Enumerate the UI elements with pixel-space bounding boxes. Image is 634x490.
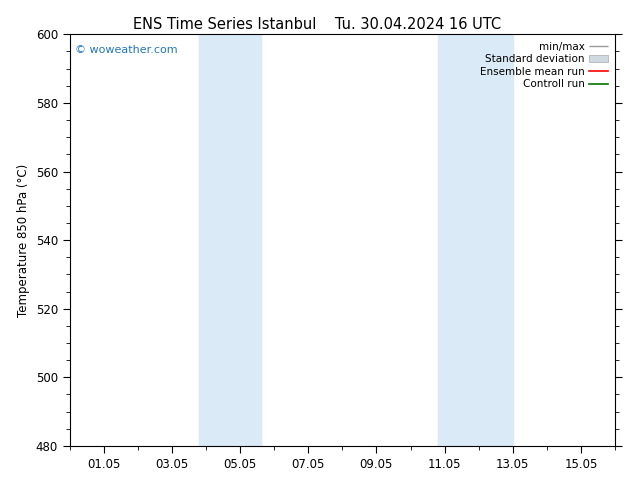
Legend: min/max, Standard deviation, Ensemble mean run, Controll run: min/max, Standard deviation, Ensemble me… [478,40,610,92]
Text: © woweather.com: © woweather.com [75,45,178,54]
Text: ENS Time Series Istanbul    Tu. 30.04.2024 16 UTC: ENS Time Series Istanbul Tu. 30.04.2024 … [133,17,501,32]
Bar [199,34,261,446]
Bar [437,34,513,446]
Y-axis label: Temperature 850 hPa (°C): Temperature 850 hPa (°C) [17,164,30,317]
